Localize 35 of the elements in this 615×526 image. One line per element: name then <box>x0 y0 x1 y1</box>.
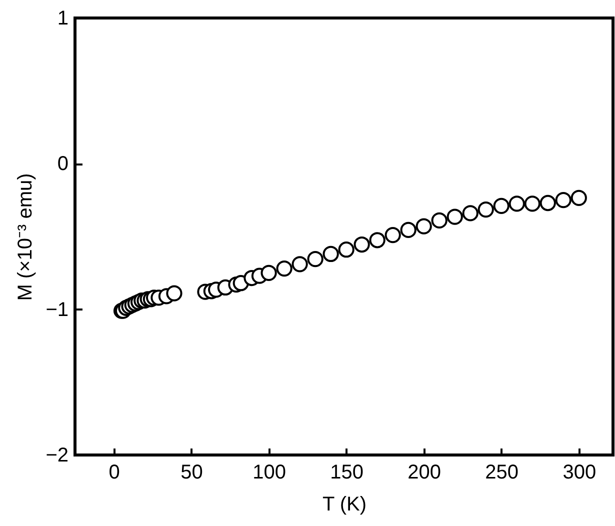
point <box>292 256 308 272</box>
y-axis-title: M (×10⁻³ emu) <box>14 173 37 301</box>
point <box>462 205 478 222</box>
x-tick-label: 250 <box>485 462 519 484</box>
y-tick-label: 0 <box>57 153 68 176</box>
point <box>555 192 572 208</box>
point <box>322 246 339 262</box>
point <box>338 242 354 258</box>
point <box>384 226 401 244</box>
x-tick-label: 200 <box>408 462 442 484</box>
point <box>524 196 540 212</box>
point <box>260 264 277 281</box>
point <box>431 212 448 229</box>
point <box>166 285 182 302</box>
point <box>354 236 370 253</box>
point <box>400 222 416 238</box>
point <box>570 190 587 206</box>
x-tick-label: 100 <box>252 462 286 484</box>
point <box>446 208 463 225</box>
point <box>493 198 510 214</box>
y-tick-label: −1 <box>46 298 68 321</box>
point <box>508 196 525 212</box>
point <box>416 218 432 234</box>
x-tick-label: 0 <box>108 462 120 484</box>
point <box>540 194 556 212</box>
point <box>307 251 324 268</box>
point <box>369 232 386 248</box>
x-axis-title: T (K) <box>322 494 367 516</box>
y-tick-label: −2 <box>46 444 68 466</box>
x-tick-label: 300 <box>562 462 596 484</box>
x-tick-label: 50 <box>180 462 203 484</box>
point <box>276 260 292 277</box>
point <box>478 201 494 218</box>
x-tick-label: 150 <box>330 462 364 484</box>
y-tick-label: 1 <box>57 8 68 30</box>
